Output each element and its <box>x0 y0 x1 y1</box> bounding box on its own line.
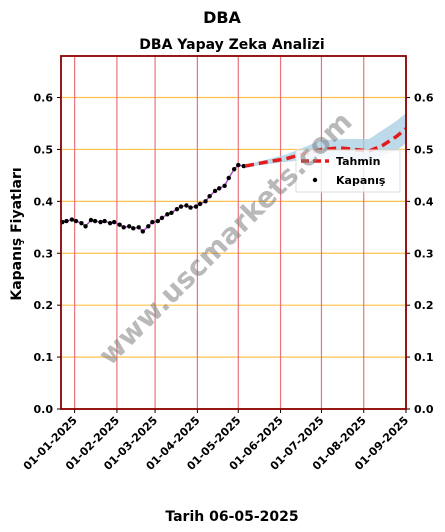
closing-point <box>146 224 151 229</box>
y-tick-label-right: 0.2 <box>414 299 434 312</box>
y-tick-label-right: 0.4 <box>414 195 434 208</box>
closing-point <box>102 218 107 224</box>
closing-point <box>197 201 203 207</box>
closing-point <box>150 219 155 225</box>
closing-point <box>79 220 84 226</box>
closing-point <box>131 226 136 231</box>
y-tick-label: 0.6 <box>34 92 54 105</box>
closing-point <box>222 183 227 188</box>
closing-point <box>126 224 132 229</box>
y-tick-label: 0.3 <box>34 247 54 260</box>
closing-point <box>98 219 103 225</box>
y-tick-label: 0.0 <box>34 403 54 416</box>
closing-point <box>136 225 141 230</box>
closing-point <box>107 220 113 226</box>
closing-point <box>111 219 117 225</box>
closing-point <box>174 206 180 212</box>
plot-frame <box>60 55 407 410</box>
y-tick-label-right: 0.3 <box>414 247 434 260</box>
closing-point <box>226 175 231 181</box>
closing-point <box>64 218 69 224</box>
closing-point <box>69 217 75 222</box>
closing-point <box>155 218 161 224</box>
closing-point <box>184 203 189 208</box>
y-tick-label: 0.2 <box>34 299 54 312</box>
forecast-line <box>244 127 408 168</box>
closing-point <box>73 218 79 224</box>
plot-area: 0.0 0.0 0.1 0.1 0.2 0.2 0.3 0.3 0.4 0.4 0.5 0.5 0.6 0… <box>21 55 434 473</box>
chart-title: DBA Yapay Zeka Analizi <box>139 37 324 53</box>
closing-point <box>83 224 88 229</box>
closing-point <box>140 229 146 234</box>
closing-point <box>88 217 94 223</box>
closing-point <box>207 193 212 199</box>
watermark: www.uscmarkets.com <box>92 105 359 372</box>
closing-point <box>92 218 98 224</box>
y-tick-label-right: 0.5 <box>414 143 434 156</box>
closing-point <box>236 162 241 168</box>
legend-entry-tahmin: Tahmin <box>336 155 380 168</box>
y-tick-label: 0.4 <box>34 195 54 208</box>
closing-point <box>193 204 199 209</box>
closing-point <box>231 166 237 172</box>
closing-point <box>212 188 218 194</box>
closing-point <box>121 225 126 230</box>
closing-point <box>203 199 208 204</box>
legend-entry-kapanis: Kapanış <box>336 174 386 187</box>
closing-point <box>241 163 246 169</box>
legend-closing-swatch <box>312 177 318 183</box>
closing-point <box>159 215 165 221</box>
y-axis-label: Kapanış Fiyatları <box>9 167 25 300</box>
y-tick-label-right: 0.6 <box>414 92 434 105</box>
closing-point <box>169 210 174 215</box>
closing-point <box>165 212 170 217</box>
closing-point <box>178 204 184 209</box>
chart-suptitle: DBA <box>203 8 241 27</box>
y-tick-label: 0.5 <box>34 143 54 156</box>
legend-box <box>295 149 401 193</box>
legend: Tahmin Kapanış <box>295 149 401 193</box>
closing-point <box>188 205 193 210</box>
y-tick-label: 0.1 <box>34 351 54 364</box>
y-tick-label-right: 0.0 <box>414 403 434 416</box>
closing-point <box>216 186 222 191</box>
closing-point <box>117 222 122 227</box>
x-axis-label: Tarih 06-05-2025 <box>165 509 298 525</box>
y-tick-label-right: 0.1 <box>414 351 434 364</box>
